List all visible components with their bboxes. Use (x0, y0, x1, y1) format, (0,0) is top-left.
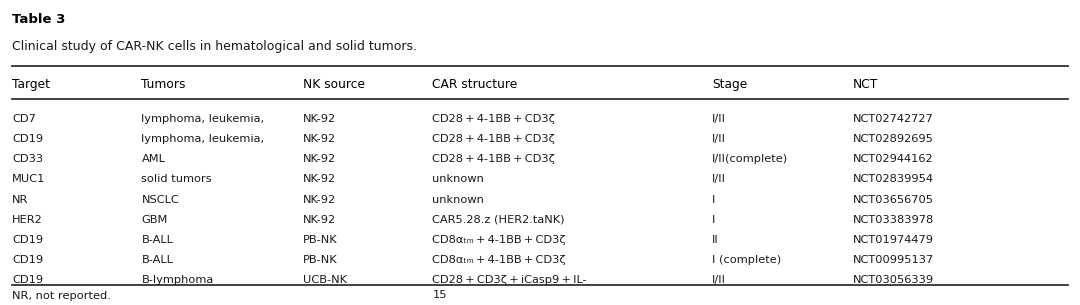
Text: 15: 15 (432, 290, 447, 300)
Text: B-ALL: B-ALL (141, 255, 173, 265)
Text: I/II: I/II (713, 134, 727, 144)
Text: Table 3: Table 3 (12, 13, 66, 27)
Text: CD7: CD7 (12, 114, 36, 124)
Text: CD19: CD19 (12, 134, 43, 144)
Text: CD28 + 4-1BB + CD3ζ: CD28 + 4-1BB + CD3ζ (432, 154, 555, 164)
Text: CD8αₜₘ + 4-1BB + CD3ζ: CD8αₜₘ + 4-1BB + CD3ζ (432, 235, 566, 245)
Text: unknown: unknown (432, 174, 484, 185)
Text: NCT02944162: NCT02944162 (852, 154, 933, 164)
Text: Tumors: Tumors (141, 78, 186, 91)
Text: NK-92: NK-92 (303, 114, 336, 124)
Text: NK-92: NK-92 (303, 154, 336, 164)
Text: NCT03383978: NCT03383978 (852, 215, 933, 225)
Text: NCT02839954: NCT02839954 (852, 174, 933, 185)
Text: NCT02892695: NCT02892695 (852, 134, 933, 144)
Text: GBM: GBM (141, 215, 167, 225)
Text: CAR structure: CAR structure (432, 78, 517, 91)
Text: B-lymphoma: B-lymphoma (141, 275, 214, 285)
Text: CD28 + CD3ζ + iCasp9 + IL-: CD28 + CD3ζ + iCasp9 + IL- (432, 275, 586, 285)
Text: B-ALL: B-ALL (141, 235, 173, 245)
Text: NK source: NK source (303, 78, 365, 91)
Text: CD33: CD33 (12, 154, 43, 164)
Text: CD28 + 4-1BB + CD3ζ: CD28 + 4-1BB + CD3ζ (432, 134, 555, 144)
Text: I/II: I/II (713, 174, 727, 185)
Text: lymphoma, leukemia,: lymphoma, leukemia, (141, 134, 265, 144)
Text: NCT00995137: NCT00995137 (852, 255, 933, 265)
Text: I/II: I/II (713, 114, 727, 124)
Text: CD28 + 4-1BB + CD3ζ: CD28 + 4-1BB + CD3ζ (432, 114, 555, 124)
Text: MUC1: MUC1 (12, 174, 45, 185)
Text: NCT01974479: NCT01974479 (852, 235, 933, 245)
Text: AML: AML (141, 154, 165, 164)
Text: CD8αₜₘ + 4-1BB + CD3ζ: CD8αₜₘ + 4-1BB + CD3ζ (432, 255, 566, 265)
Text: UCB-NK: UCB-NK (303, 275, 347, 285)
Text: Clinical study of CAR-NK cells in hematological and solid tumors.: Clinical study of CAR-NK cells in hemato… (12, 41, 417, 53)
Text: HER2: HER2 (12, 215, 43, 225)
Text: NCT03056339: NCT03056339 (852, 275, 933, 285)
Text: unknown: unknown (432, 195, 484, 205)
Text: I: I (713, 215, 716, 225)
Text: II: II (713, 235, 719, 245)
Text: NK-92: NK-92 (303, 195, 336, 205)
Text: NR: NR (12, 195, 28, 205)
Text: I: I (713, 195, 716, 205)
Text: NK-92: NK-92 (303, 174, 336, 185)
Text: CAR5.28.z (HER2.taNK): CAR5.28.z (HER2.taNK) (432, 215, 565, 225)
Text: NK-92: NK-92 (303, 215, 336, 225)
Text: CD19: CD19 (12, 235, 43, 245)
Text: PB-NK: PB-NK (303, 255, 338, 265)
Text: NSCLC: NSCLC (141, 195, 179, 205)
Text: NCT02742727: NCT02742727 (852, 114, 933, 124)
Text: CD19: CD19 (12, 255, 43, 265)
Text: NCT: NCT (852, 78, 878, 91)
Text: I/II: I/II (713, 275, 727, 285)
Text: Stage: Stage (713, 78, 747, 91)
Text: NR, not reported.: NR, not reported. (12, 291, 111, 301)
Text: CD19: CD19 (12, 275, 43, 285)
Text: solid tumors: solid tumors (141, 174, 212, 185)
Text: lymphoma, leukemia,: lymphoma, leukemia, (141, 114, 265, 124)
Text: NCT03656705: NCT03656705 (852, 195, 933, 205)
Text: NK-92: NK-92 (303, 134, 336, 144)
Text: I (complete): I (complete) (713, 255, 782, 265)
Text: PB-NK: PB-NK (303, 235, 338, 245)
Text: I/II(complete): I/II(complete) (713, 154, 788, 164)
Text: Target: Target (12, 78, 50, 91)
